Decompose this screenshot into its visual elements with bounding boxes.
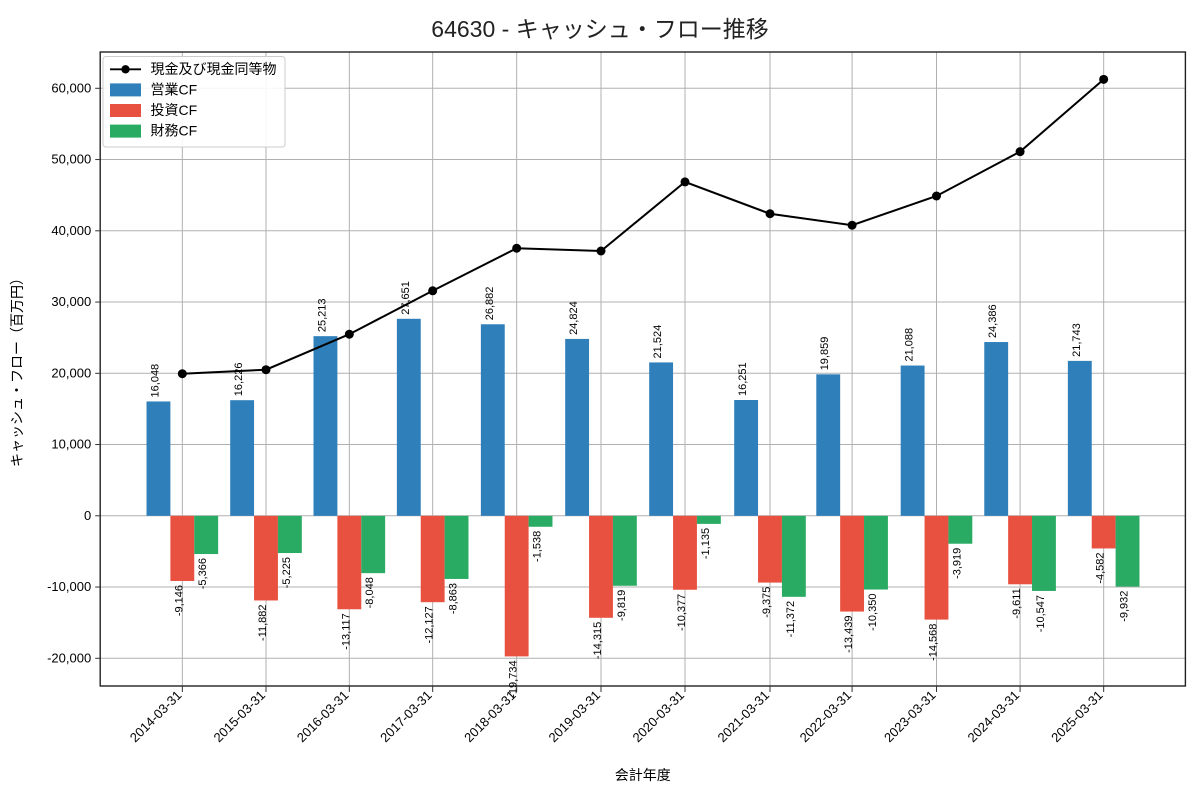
svg-text:24,824: 24,824 (568, 301, 580, 335)
svg-text:21,088: 21,088 (904, 328, 916, 362)
svg-text:60,000: 60,000 (51, 80, 91, 95)
svg-text:25,213: 25,213 (316, 299, 328, 333)
svg-text:-8,048: -8,048 (364, 577, 376, 608)
svg-text:-11,372: -11,372 (785, 601, 797, 638)
svg-text:50,000: 50,000 (51, 152, 91, 167)
svg-text:16,226: 16,226 (233, 363, 245, 397)
svg-text:営業CF: 営業CF (151, 81, 198, 97)
svg-text:現金及び現金同等物: 現金及び現金同等物 (151, 61, 277, 77)
svg-text:-9,146: -9,146 (173, 585, 185, 616)
svg-text:21,743: 21,743 (1071, 323, 1083, 357)
svg-text:21,524: 21,524 (652, 325, 664, 359)
svg-text:-9,932: -9,932 (1119, 591, 1131, 622)
svg-text:-10,350: -10,350 (867, 594, 879, 631)
svg-text:-1,538: -1,538 (532, 531, 544, 562)
svg-text:-11,882: -11,882 (257, 604, 269, 641)
svg-text:16,048: 16,048 (149, 364, 161, 398)
svg-text:19,859: 19,859 (819, 337, 831, 371)
svg-text:26,882: 26,882 (484, 287, 496, 321)
svg-text:-12,127: -12,127 (424, 606, 436, 643)
svg-text:20,000: 20,000 (51, 365, 91, 380)
svg-text:財務CF: 財務CF (151, 123, 198, 139)
svg-text:キャッシュ・フロー（百万円）: キャッシュ・フロー（百万円） (9, 271, 25, 467)
svg-text:-3,919: -3,919 (951, 548, 963, 579)
svg-text:27,651: 27,651 (400, 281, 412, 315)
svg-text:16,251: 16,251 (737, 362, 749, 396)
svg-text:10,000: 10,000 (51, 437, 91, 452)
svg-text:-4,582: -4,582 (1095, 552, 1107, 583)
svg-text:-9,375: -9,375 (761, 587, 773, 618)
svg-text:-10,377: -10,377 (676, 594, 688, 631)
svg-text:-10,000: -10,000 (47, 579, 91, 594)
svg-text:-1,135: -1,135 (700, 528, 712, 559)
svg-text:24,386: 24,386 (987, 304, 999, 338)
svg-text:40,000: 40,000 (51, 223, 91, 238)
svg-text:-9,611: -9,611 (1011, 588, 1023, 618)
svg-text:-8,863: -8,863 (448, 583, 460, 614)
svg-text:-5,225: -5,225 (281, 557, 293, 588)
svg-text:-20,000: -20,000 (47, 650, 91, 665)
svg-text:-9,819: -9,819 (616, 590, 628, 621)
svg-text:30,000: 30,000 (51, 294, 91, 309)
svg-text:-5,366: -5,366 (197, 558, 209, 589)
svg-text:投資CF: 投資CF (151, 102, 198, 118)
svg-text:-10,547: -10,547 (1035, 595, 1047, 632)
svg-text:-13,439: -13,439 (843, 616, 855, 653)
svg-text:0: 0 (84, 508, 91, 523)
svg-text:-14,568: -14,568 (928, 624, 940, 661)
svg-text:会計年度: 会計年度 (615, 767, 671, 783)
svg-text:-14,315: -14,315 (592, 622, 604, 659)
svg-text:-13,117: -13,117 (340, 613, 352, 650)
